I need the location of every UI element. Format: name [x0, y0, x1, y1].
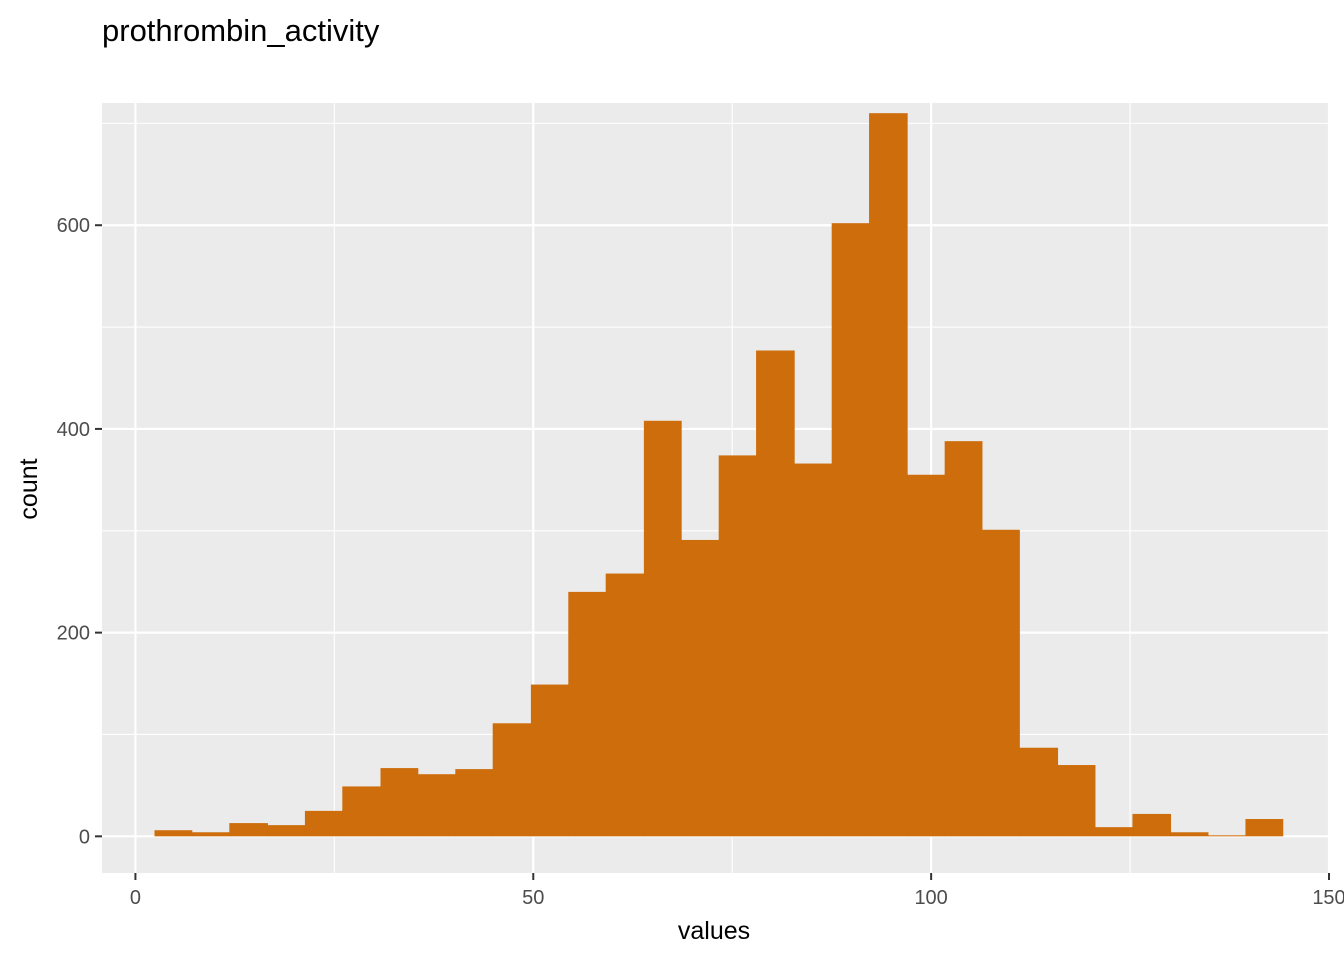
histogram-bar	[304, 810, 343, 837]
x-axis-title: values	[678, 917, 750, 945]
histogram-bar	[1095, 827, 1133, 837]
histogram-bar	[1170, 832, 1209, 837]
histogram-bar	[643, 420, 682, 837]
histogram-bar	[229, 823, 268, 837]
y-axis-title: count	[15, 458, 43, 519]
histogram-bar	[1132, 813, 1172, 837]
histogram-bar	[380, 768, 419, 837]
histogram-bar	[568, 591, 607, 837]
histogram-bar	[1245, 819, 1284, 837]
histogram-bar	[605, 573, 645, 837]
x-axis: 0 50 100 150	[130, 873, 1344, 909]
histogram-bar	[417, 774, 456, 837]
histogram-bar	[718, 455, 757, 837]
y-tick-label: 400	[57, 419, 90, 441]
histogram-bar	[869, 113, 908, 837]
histogram-bar	[191, 832, 230, 837]
y-tick-label: 200	[57, 623, 90, 645]
histogram-bar	[530, 684, 569, 837]
histogram-bar	[831, 223, 870, 837]
histogram-bar	[681, 539, 720, 837]
histogram-bar	[1057, 765, 1096, 837]
x-tick-label: 50	[522, 887, 544, 909]
histogram-bar	[982, 529, 1020, 837]
histogram-bar	[944, 441, 983, 837]
histogram-bar	[342, 786, 381, 837]
bars	[154, 113, 1284, 837]
x-tick-label: 150	[1312, 887, 1344, 909]
histogram-bar	[1019, 747, 1059, 837]
y-tick-label: 600	[57, 215, 90, 237]
y-tick-label: 0	[79, 826, 90, 848]
histogram-bar	[1208, 835, 1246, 837]
x-tick-label: 100	[914, 887, 947, 909]
histogram-bar	[794, 463, 833, 837]
y-axis: 0 200 400 600	[57, 215, 102, 848]
histogram-bar	[907, 474, 946, 837]
histogram-bar	[154, 830, 193, 837]
histogram-bar	[455, 769, 494, 837]
chart-title: prothrombin_activity	[102, 13, 380, 48]
x-tick-label: 0	[130, 887, 141, 909]
histogram-bar	[756, 350, 795, 837]
histogram-bar	[492, 723, 532, 837]
histogram-bar	[267, 825, 306, 837]
